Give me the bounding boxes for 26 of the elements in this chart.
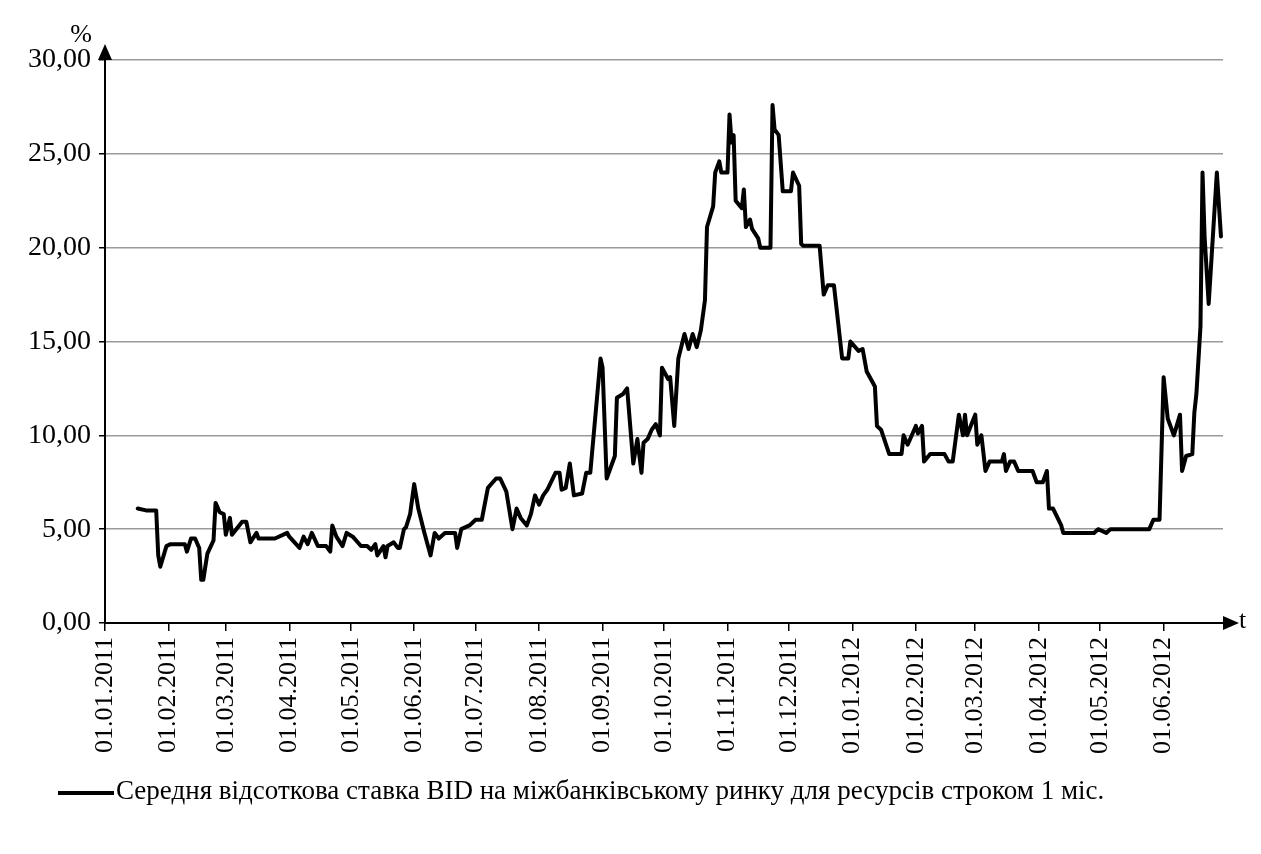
x-tick-label: 01.06.2011 [398, 637, 428, 754]
x-tick-label: 01.01.2011 [88, 637, 118, 754]
x-tick-label: 01.05.2011 [334, 637, 364, 754]
x-tick-label: 01.01.2012 [836, 637, 866, 754]
x-tick-label: 01.02.2012 [899, 637, 929, 754]
x-tick-label: 01.04.2011 [273, 637, 303, 754]
x-tick-label: 01.10.2011 [647, 637, 677, 754]
x-tick-label: 01.11.2011 [711, 637, 741, 753]
x-tick-label: 01.05.2012 [1083, 637, 1113, 754]
x-axis-title: t [1239, 604, 1247, 634]
x-tick-label: 01.02.2011 [152, 637, 182, 754]
y-tick-label: 5,00 [42, 511, 91, 543]
x-tick-label: 01.07.2011 [459, 637, 489, 754]
x-tick-label: 01.08.2011 [522, 637, 552, 754]
x-tick-label: 01.06.2012 [1147, 637, 1177, 754]
y-tick-label: 25,00 [28, 136, 91, 168]
y-tick-label: 10,00 [28, 417, 91, 449]
y-tick-label: 15,00 [28, 323, 91, 355]
x-tick-label: 01.03.2011 [209, 637, 239, 754]
legend-label: Середня відсоткова ставка BID на міжбанківському ринку для ресурсів строком 1 міс. [116, 775, 1105, 805]
x-tick-label: 01.04.2012 [1022, 637, 1052, 754]
x-tick-label: 01.03.2012 [959, 637, 989, 754]
x-tick-label: 01.12.2011 [772, 637, 802, 754]
y-tick-label: 20,00 [28, 230, 91, 262]
x-tick-label: 01.09.2011 [586, 637, 616, 754]
y-tick-label: 0,00 [42, 605, 91, 637]
